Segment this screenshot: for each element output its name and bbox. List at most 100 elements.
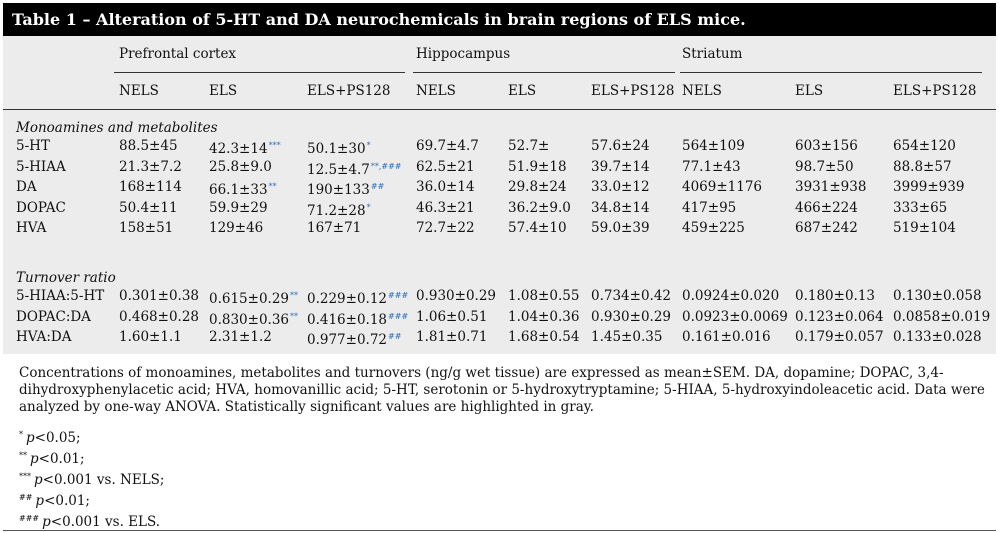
table-cell: 466±224 — [795, 200, 858, 216]
cell-value: 0.229±0.12 — [307, 291, 388, 307]
cell-value: 77.1±43 — [682, 158, 741, 175]
cell-value: 29.8±24 — [508, 179, 567, 195]
table-cell: 0.930±0.29 — [591, 309, 671, 325]
cell-value: 0.734±0.42 — [591, 288, 672, 304]
row-label: HVA — [16, 220, 47, 236]
significance-marker: ** — [290, 291, 299, 300]
region-underline-hippocampus — [413, 72, 675, 73]
region-header-striatum: Striatum — [682, 46, 743, 62]
table-cell: 3999±939 — [893, 179, 964, 195]
table-cell: 333±65 — [893, 200, 947, 216]
table-cell: 39.7±14 — [591, 159, 650, 175]
cell-value: 3999±939 — [893, 179, 965, 195]
cell-value: 59.0±39 — [591, 220, 650, 236]
table-cell: 12.5±4.7**,### — [307, 159, 402, 178]
cell-value: 0.0923±0.0069 — [682, 308, 788, 325]
data-table: Prefrontal cortex Hippocampus Striatum N… — [3, 36, 996, 354]
cell-value: 459±225 — [682, 220, 745, 236]
col-header: ELS+PS128 — [893, 83, 977, 99]
significance-marker: ** — [268, 182, 277, 191]
cell-value: 4069±1176 — [682, 179, 763, 195]
significance-marker: ** — [290, 311, 299, 321]
cell-value: 71.2±28 — [307, 202, 366, 219]
cell-value: 50.1±30 — [307, 141, 366, 157]
table-cell: 0.468±0.28 — [119, 309, 199, 325]
cell-value: 0.133±0.028 — [893, 329, 982, 345]
footnote-text: p<0.001 vs. ELS. — [42, 514, 161, 530]
table-cell: 42.3±14*** — [209, 138, 281, 157]
table-cell: 519±104 — [893, 220, 956, 236]
table-cell: 50.4±11 — [119, 200, 178, 216]
table-cell: 0.161±0.016 — [682, 329, 771, 345]
footnote-line: analyzed by one-way ANOVA. Statistically… — [19, 399, 594, 415]
table-cell: 1.45±0.35 — [591, 329, 662, 345]
region-header-prefrontal: Prefrontal cortex — [119, 46, 237, 62]
significance-marker: * — [366, 202, 371, 212]
cell-value: 168±114 — [119, 179, 182, 195]
section-label-turnover: Turnover ratio — [16, 270, 116, 286]
footnote-symbol: ## — [19, 493, 33, 502]
cell-value: 25.8±9.0 — [209, 158, 272, 175]
cell-value: 1.81±0.71 — [416, 329, 488, 345]
cell-value: 0.123±0.064 — [795, 308, 884, 325]
significance-marker: ## — [370, 182, 385, 191]
cell-value: 52.7± — [508, 138, 550, 154]
cell-value: 0.977±0.72 — [307, 332, 388, 348]
cell-value: 0.830±0.36 — [209, 311, 290, 328]
table-cell: 0.734±0.42 — [591, 288, 671, 304]
table-cell: 1.68±0.54 — [508, 329, 579, 345]
table-cell: 0.179±0.057 — [795, 329, 884, 345]
cell-value: 0.468±0.28 — [119, 308, 200, 325]
col-header: ELS — [508, 83, 537, 99]
footnote-symbol: ### — [19, 514, 40, 523]
footnote-text: p<0.001 vs. NELS; — [34, 472, 165, 488]
table-cell: 0.133±0.028 — [893, 329, 982, 345]
table-cell: 34.8±14 — [591, 200, 650, 216]
table-cell: 1.06±0.51 — [416, 309, 487, 325]
table-cell: 52.7± — [508, 138, 549, 154]
footnote-text: p<0.01; — [35, 493, 90, 509]
footnote-text: p<0.01; — [30, 451, 85, 467]
table-cell: 190±133## — [307, 179, 384, 198]
footnote-symbol: ** — [19, 451, 27, 460]
table-cell: 33.0±12 — [591, 179, 650, 195]
significance-marker: ### — [388, 311, 409, 321]
table-cell: 129±46 — [209, 220, 263, 236]
table-cell: 167±71 — [307, 220, 361, 236]
cell-value: 34.8±14 — [591, 199, 650, 216]
cell-value: 59.9±29 — [209, 199, 268, 216]
table-cell: 66.1±33** — [209, 179, 277, 198]
table-cell: 29.8±24 — [508, 179, 567, 195]
table-cell: 51.9±18 — [508, 159, 567, 175]
cell-value: 0.615±0.29 — [209, 291, 290, 307]
cell-value: 12.5±4.7 — [307, 161, 370, 178]
cell-value: 0.301±0.38 — [119, 288, 200, 304]
table-cell: 25.8±9.0 — [209, 159, 272, 175]
cell-value: 0.179±0.057 — [795, 329, 884, 345]
table-cell: 36.2±9.0 — [508, 200, 571, 216]
footnote-symbol: *** — [19, 472, 31, 481]
cell-value: 66.1±33 — [209, 182, 268, 198]
cell-value: 42.3±14 — [209, 141, 268, 157]
cell-value: 654±120 — [893, 138, 956, 154]
significance-marker: *** — [268, 141, 281, 150]
table-cell: 98.7±50 — [795, 159, 854, 175]
table-cell: 57.4±10 — [508, 220, 567, 236]
table-cell: 62.5±21 — [416, 159, 475, 175]
col-header: NELS — [682, 83, 722, 99]
cell-value: 158±51 — [119, 220, 174, 236]
cell-value: 0.130±0.058 — [893, 288, 982, 304]
cell-value: 33.0±12 — [591, 179, 650, 195]
cell-value: 3931±938 — [795, 179, 867, 195]
footnote-text: p<0.05; — [26, 430, 81, 446]
table-cell: 564±109 — [682, 138, 745, 154]
cell-value: 72.7±22 — [416, 220, 475, 236]
cell-value: 98.7±50 — [795, 158, 854, 175]
table-cell: 0.0924±0.020 — [682, 288, 779, 304]
cell-value: 57.6±24 — [591, 138, 650, 154]
cell-value: 1.06±0.51 — [416, 308, 488, 325]
col-header: NELS — [119, 83, 159, 99]
significance-footnote: ** p<0.01; — [19, 447, 85, 468]
row-label: DOPAC — [16, 199, 66, 216]
